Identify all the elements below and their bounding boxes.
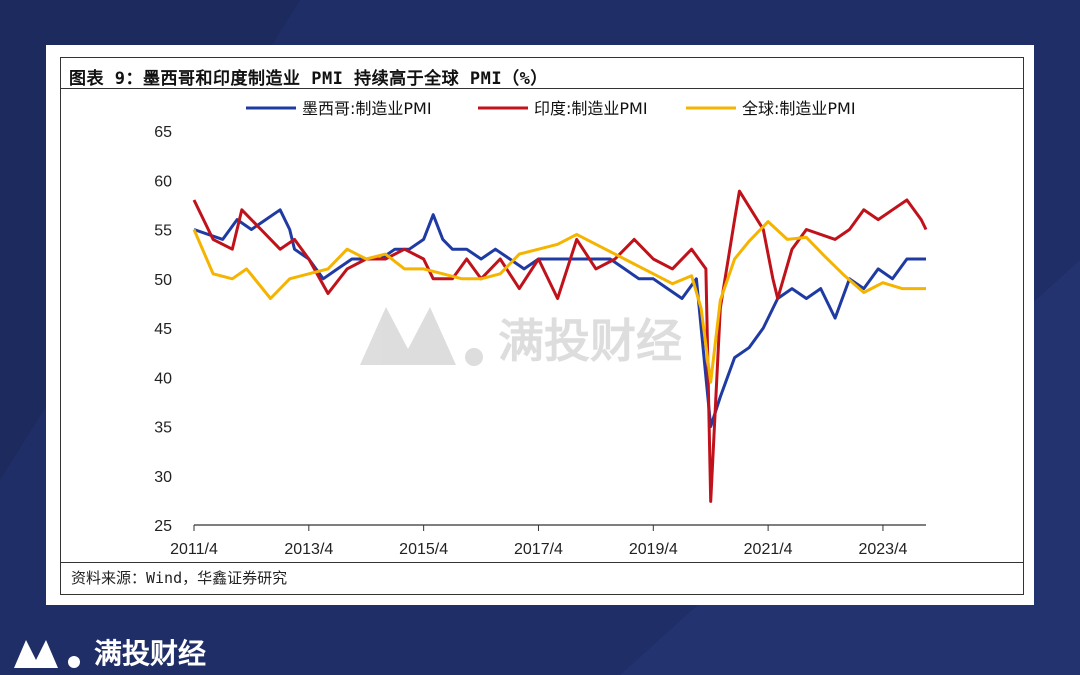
- series-line-2: [192, 189, 928, 503]
- y-tick-label: 30: [154, 469, 172, 486]
- legend-label: 印度:制造业PMI: [534, 99, 648, 118]
- y-tick-label: 35: [154, 420, 172, 437]
- y-tick-label: 50: [154, 272, 172, 289]
- y-tick-label: 65: [154, 124, 172, 141]
- watermark-text: 满投财经: [498, 314, 682, 368]
- chart-source: 资料来源：Wind，华鑫证券研究: [71, 569, 288, 587]
- brand-name: 满投财经: [94, 637, 207, 670]
- chart-title: 图表 9：墨西哥和印度制造业 PMI 持续高于全球 PMI（%）: [69, 69, 548, 89]
- x-tick-label: 2017/4: [514, 541, 563, 558]
- watermark-logo-icon: [360, 307, 456, 365]
- brand-footer: 满投财经: [12, 632, 206, 672]
- x-tick-label: 2021/4: [744, 541, 793, 558]
- y-tick-label: 40: [154, 370, 172, 387]
- legend-label: 全球:制造业PMI: [742, 99, 856, 118]
- series-line-3: [192, 220, 926, 384]
- source-divider: [61, 562, 1023, 563]
- x-tick-label: 2019/4: [629, 541, 678, 558]
- title-divider: [61, 88, 1023, 89]
- x-tick-label: 2011/4: [170, 541, 218, 558]
- y-tick-label: 60: [154, 173, 172, 190]
- watermark: 满投财经: [360, 307, 682, 368]
- pmi-line-chart: 满投财经 25 30 35 40 45 50 55 60 65 2011/4 2013/4 2015/4…: [154, 99, 928, 558]
- y-tick-label: 25: [154, 518, 172, 535]
- chart-frame: 图表 9：墨西哥和印度制造业 PMI 持续高于全球 PMI（%） 资料来源：Wi…: [60, 57, 1024, 595]
- y-tick-label: 55: [154, 223, 172, 240]
- x-tick-label: 2015/4: [399, 541, 448, 558]
- y-tick-label: 45: [154, 321, 172, 338]
- brand-logo-icon: [14, 640, 80, 668]
- legend-label: 墨西哥:制造业PMI: [302, 99, 432, 118]
- chart-card: 图表 9：墨西哥和印度制造业 PMI 持续高于全球 PMI（%） 资料来源：Wi…: [46, 45, 1034, 605]
- watermark-dot: [465, 348, 483, 366]
- x-tick-label: 2023/4: [858, 541, 907, 558]
- x-tick-label: 2013/4: [284, 541, 333, 558]
